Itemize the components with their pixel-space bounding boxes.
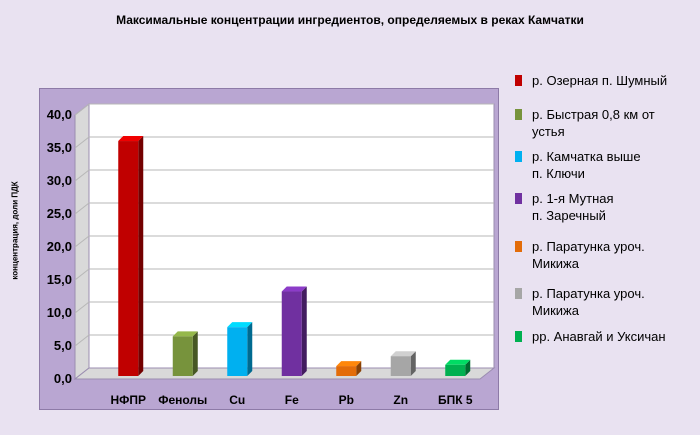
bar-top — [118, 136, 144, 142]
legend-swatch — [515, 288, 522, 299]
x-tick-label: Pb — [339, 393, 354, 407]
legend-item: р. Паратунка уроч. Микижа — [515, 238, 645, 272]
y-tick-label: 25,0 — [47, 206, 72, 221]
x-tick-label: Cu — [229, 393, 245, 407]
gridline-side — [74, 169, 90, 182]
gridline-side — [74, 268, 90, 281]
legend-label: р. Камчатка выше п. Ключи — [532, 149, 641, 181]
bar-front — [445, 364, 466, 376]
gridline-side — [74, 103, 90, 116]
bar-front — [118, 141, 139, 376]
y-tick-label: 15,0 — [47, 272, 72, 287]
y-tick-label: 20,0 — [47, 239, 72, 254]
bar-side — [410, 351, 416, 376]
legend-label: рр. Анавгай и Уксичан — [532, 329, 666, 344]
gridline-side — [74, 301, 90, 314]
y-tick-label: 0,0 — [54, 371, 72, 386]
legend-item: р. Камчатка выше п. Ключи — [515, 148, 641, 182]
y-tick-label: 35,0 — [47, 140, 72, 155]
bar-side — [301, 286, 307, 376]
bar-side — [138, 136, 144, 376]
legend-swatch — [515, 193, 522, 204]
bar-top — [390, 351, 416, 357]
x-tick-label: Zn — [393, 393, 408, 407]
x-tick-label: Fe — [285, 393, 299, 407]
gridline-side — [74, 136, 90, 149]
legend-item: р. Паратунка уроч. Микижа — [515, 285, 645, 319]
y-tick-label: 5,0 — [54, 338, 72, 353]
bar — [281, 286, 307, 376]
bar — [172, 331, 198, 376]
legend-item: р. Озерная п. Шумный — [515, 72, 667, 89]
bar — [390, 351, 416, 376]
legend-swatch — [515, 241, 522, 252]
gridline-side — [74, 334, 90, 347]
x-tick-label: БПК 5 — [438, 393, 473, 407]
legend-swatch — [515, 75, 522, 86]
legend-item: р. Быстрая 0,8 км от устья — [515, 106, 655, 140]
bar — [227, 322, 253, 376]
y-tick-label: 10,0 — [47, 305, 72, 320]
bar — [118, 136, 144, 376]
bar — [336, 361, 362, 376]
legend-swatch — [515, 109, 522, 120]
bar-top — [336, 361, 362, 367]
bar-side — [247, 322, 253, 376]
legend-item: рр. Анавгай и Уксичан — [515, 328, 666, 345]
bar-front — [227, 327, 248, 376]
bar-top — [445, 359, 471, 365]
x-tick-label: НФПР — [110, 393, 146, 407]
y-tick-label: 40,0 — [47, 107, 72, 122]
legend-item: р. 1-я Мутная п. Заречный — [515, 190, 614, 224]
bar-front — [281, 291, 302, 376]
gridline-side — [74, 235, 90, 248]
x-tick-label: Фенолы — [158, 393, 207, 407]
legend-label: р. Паратунка уроч. Микижа — [532, 239, 645, 271]
legend-label: р. Паратунка уроч. Микижа — [532, 286, 645, 318]
bar-front — [172, 336, 193, 376]
legend-label: р. Быстрая 0,8 км от устья — [532, 107, 655, 139]
gridline-side — [74, 202, 90, 215]
bar-side — [356, 361, 362, 376]
bar-side — [192, 331, 198, 376]
bar-top — [281, 286, 307, 292]
bar-top — [172, 331, 198, 337]
chart-title: Максимальные концентрации ингредиентов, … — [116, 13, 584, 27]
y-tick-label: 30,0 — [47, 173, 72, 188]
legend-label: р. Озерная п. Шумный — [532, 73, 668, 88]
legend-swatch — [515, 331, 522, 342]
legend-swatch — [515, 151, 522, 162]
legend-label: р. 1-я Мутная п. Заречный — [532, 191, 614, 223]
bar-front — [336, 366, 357, 376]
bar-front — [390, 356, 411, 376]
bar-side — [465, 359, 471, 376]
bar-top — [227, 322, 253, 328]
bar — [445, 359, 471, 376]
